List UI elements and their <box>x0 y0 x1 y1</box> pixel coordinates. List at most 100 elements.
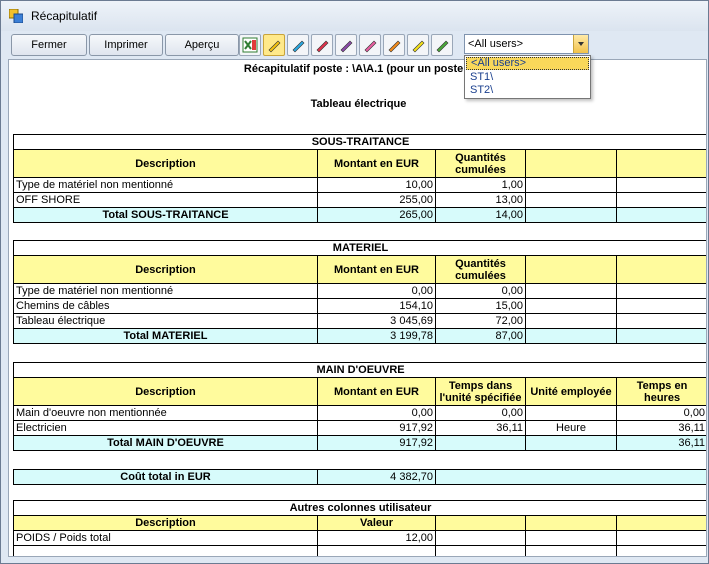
total-unit <box>525 435 617 451</box>
column-header: Temps en heures <box>615 377 706 406</box>
cell-amount: 0,00 <box>317 405 436 421</box>
marker-button-orange[interactable] <box>383 34 405 56</box>
column-header <box>615 515 706 531</box>
table-row <box>13 545 706 556</box>
highlighter-icon <box>364 40 377 53</box>
cell-empty <box>525 177 617 193</box>
report-view[interactable]: Récapitulatif poste : \A\A.1 (pour un po… <box>8 59 707 557</box>
report-title: Récapitulatif poste : \A\A.1 (pour un po… <box>243 63 474 75</box>
dropdown-option-st2[interactable]: ST2\ <box>470 84 494 96</box>
cell-amount: 154,10 <box>317 298 436 314</box>
cell-description: Main d'oeuvre non mentionnée <box>13 405 318 421</box>
cell-empty <box>525 545 617 556</box>
column-header <box>525 255 617 284</box>
cell-unit <box>525 405 617 421</box>
cell-empty <box>435 545 526 556</box>
user-filter-value: <All users> <box>468 38 524 50</box>
marker-button-pink[interactable] <box>359 34 381 56</box>
total-time-unit <box>435 435 526 451</box>
materiel-table: MATERIEL Description Montant en EUR Quan… <box>12 240 706 344</box>
table-row: Electricien 917,92 36,11 Heure 36,11 <box>13 420 706 436</box>
cell-time-unit: 36,11 <box>435 420 526 436</box>
column-header: Temps dans l'unité spécifiée <box>435 377 526 406</box>
highlighter-icon <box>340 40 353 53</box>
cell-empty <box>525 313 617 329</box>
excel-icon <box>242 37 258 53</box>
column-header: Montant en EUR <box>317 255 436 284</box>
cell-empty <box>525 283 617 299</box>
total-cost-table: Coût total in EUR 4 382,70 <box>13 469 706 485</box>
section-title: MAIN D'OEUVRE <box>12 362 706 378</box>
cell-amount: 3 045,69 <box>317 313 436 329</box>
print-button[interactable]: Imprimer <box>89 34 163 56</box>
total-hours: 36,11 <box>615 435 706 451</box>
column-header <box>616 149 706 178</box>
table-row: Type de matériel non mentionné 10,00 1,0… <box>13 177 706 193</box>
total-amount: 917,92 <box>317 435 436 451</box>
marker-button-purple[interactable] <box>335 34 357 56</box>
marker-body-7 <box>436 40 449 53</box>
cell-empty <box>615 298 706 314</box>
total-cost-label: Coût total in EUR <box>13 469 318 485</box>
marker-button-light-yellow[interactable] <box>407 34 429 56</box>
section-title: Autres colonnes utilisateur <box>12 500 706 516</box>
total-label: Total MAIN D'OEUVRE <box>13 435 318 451</box>
cell-amount: 255,00 <box>317 192 436 208</box>
cell-description: Type de matériel non mentionné <box>13 177 318 193</box>
cell-hours: 0,00 <box>615 405 706 421</box>
column-header <box>615 255 706 284</box>
toolbar: Fermer Imprimer Aperçu <box>9 32 707 58</box>
cell-empty <box>435 530 526 546</box>
column-header: Description <box>13 377 318 406</box>
total-row: Total SOUS-TRAITANCE 265,00 14,00 <box>13 207 706 223</box>
total-row: Total MAIN D'OEUVRE 917,92 36,11 <box>13 435 706 451</box>
chevron-down-icon[interactable] <box>573 35 588 53</box>
cell-amount: 0,00 <box>317 283 436 299</box>
total-label: Total MATERIEL <box>13 328 318 344</box>
marker-body-4 <box>364 40 377 53</box>
sous-traitance-table: SOUS-TRAITANCE Description Montant en EU… <box>13 134 706 223</box>
dropdown-option-st1[interactable]: ST1\ <box>470 71 494 83</box>
marker-button-yellow[interactable] <box>263 34 285 56</box>
total-quantity: 87,00 <box>435 328 526 344</box>
section-title: SOUS-TRAITANCE <box>13 134 706 150</box>
marker-body-2 <box>316 40 329 53</box>
marker-button-blue[interactable] <box>287 34 309 56</box>
cell-description: Chemins de câbles <box>13 298 318 314</box>
dropdown-option-all-users[interactable]: <All users> <box>466 57 589 70</box>
marker-body-1 <box>292 40 305 53</box>
excel-export-button[interactable] <box>239 34 261 56</box>
column-header: Unité employée <box>525 377 617 406</box>
cell-empty <box>615 328 706 344</box>
user-filter-select[interactable]: <All users> <box>464 34 589 54</box>
marker-body-0 <box>268 40 281 53</box>
table-row: Main d'oeuvre non mentionnée 0,00 0,00 0… <box>13 405 706 421</box>
cell-empty <box>434 469 706 485</box>
highlighter-icon <box>412 40 425 53</box>
cell-empty <box>317 545 436 556</box>
main-oeuvre-table: MAIN D'OEUVRE Description Montant en EUR… <box>12 362 706 451</box>
column-header: Description <box>13 255 318 284</box>
close-button[interactable]: Fermer <box>11 34 87 56</box>
title-bar: Récapitulatif <box>1 1 708 31</box>
cell-empty <box>615 313 706 329</box>
marker-button-red[interactable] <box>311 34 333 56</box>
cell-description: POIDS / Poids total <box>13 530 318 546</box>
column-header: Quantités cumulées <box>435 255 526 284</box>
highlighter-icon <box>316 40 329 53</box>
table-row: Type de matériel non mentionné 0,00 0,00 <box>13 283 706 299</box>
marker-body-6 <box>412 40 425 53</box>
cell-quantity: 1,00 <box>435 177 526 193</box>
column-header: Quantités cumulées <box>435 149 526 178</box>
cell-description: Tableau électrique <box>13 313 318 329</box>
preview-button[interactable]: Aperçu <box>165 34 239 56</box>
cell-empty <box>615 545 706 556</box>
marker-button-green[interactable] <box>431 34 453 56</box>
table-row: Tableau électrique 3 045,69 72,00 <box>13 313 706 329</box>
app-icon <box>9 9 23 23</box>
window-title: Récapitulatif <box>31 9 98 23</box>
user-filter-dropdown[interactable]: <All users> ST1\ ST2\ <box>464 55 591 99</box>
highlighter-icon <box>292 40 305 53</box>
cell-quantity: 15,00 <box>435 298 526 314</box>
cell-empty <box>525 298 617 314</box>
